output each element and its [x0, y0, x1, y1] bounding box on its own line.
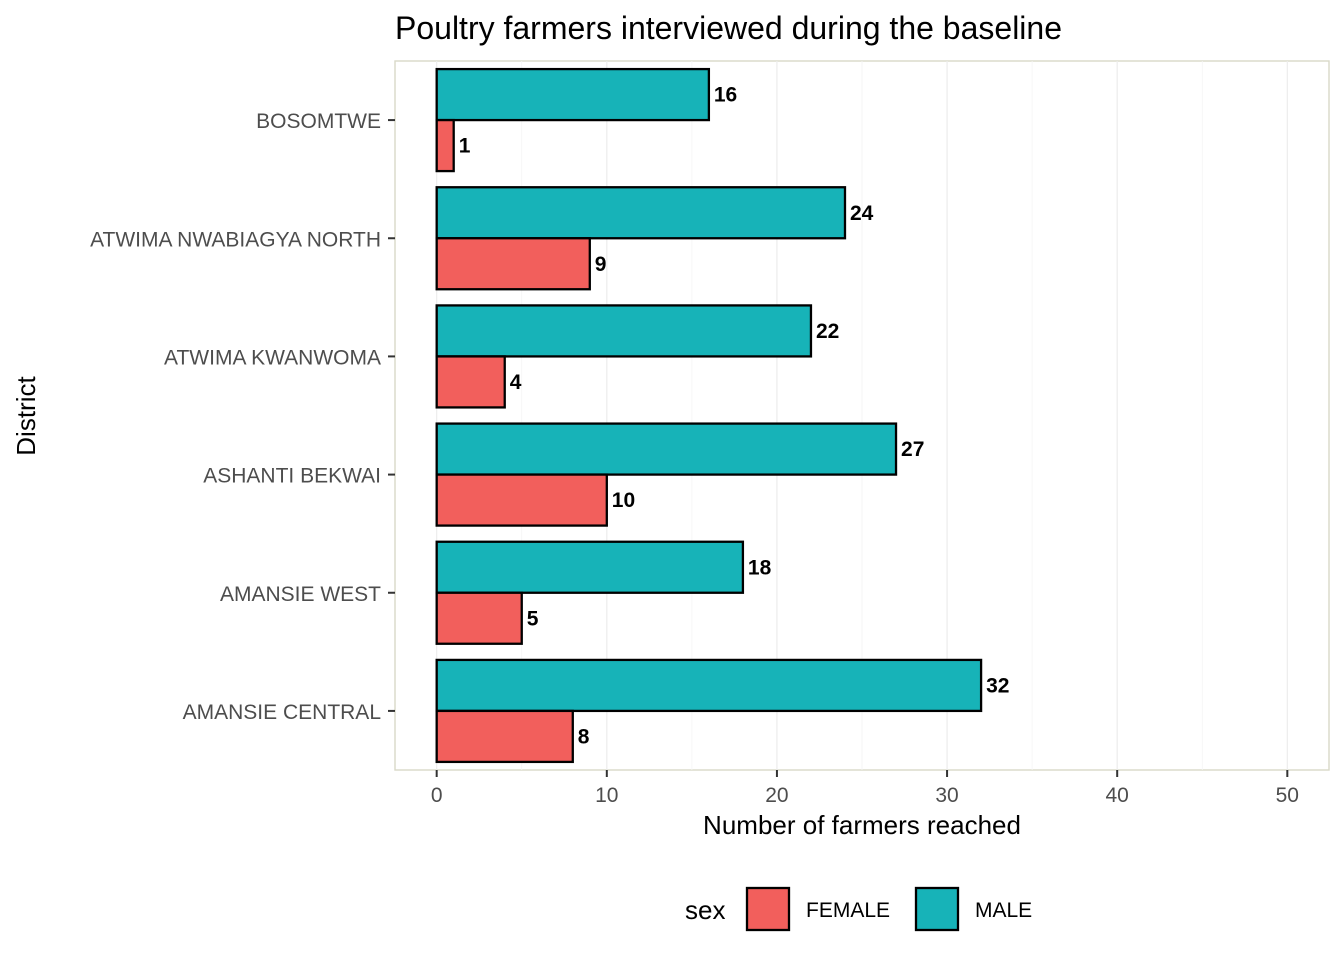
y-tick-label: BOSOMTWE [256, 110, 381, 133]
bar-male [435, 422, 898, 476]
x-tick-label: 30 [935, 784, 958, 807]
x-tick-label: 10 [595, 784, 618, 807]
bar-female [435, 237, 591, 291]
data-labels: 16 1 24 9 22 4 27 10 18 5 32 8 [459, 84, 1010, 749]
chart-title: Poultry farmers interviewed during the b… [395, 10, 1062, 46]
bar-female [435, 355, 506, 409]
x-tick-label: 20 [765, 784, 788, 807]
data-label: 10 [612, 489, 635, 512]
x-tick-label: 40 [1106, 784, 1129, 807]
bar-male [435, 304, 813, 358]
data-label: 16 [714, 84, 737, 107]
x-axis: 0 10 20 30 40 50 [431, 770, 1299, 807]
data-label: 1 [459, 135, 471, 158]
legend-key-female [745, 886, 791, 932]
bar-male [435, 186, 847, 240]
data-label: 4 [510, 371, 522, 394]
data-label: 27 [901, 438, 924, 461]
legend-label-male: MALE [975, 899, 1032, 922]
bar-female [435, 473, 608, 527]
legend-key-male [914, 886, 960, 932]
data-label: 18 [748, 556, 772, 579]
data-label: 24 [850, 202, 874, 225]
bar-male [435, 67, 711, 122]
grid-lines [436, 61, 1288, 770]
bar-female [435, 118, 455, 173]
y-tick-label: AMANSIE CENTRAL [183, 701, 381, 724]
legend: sex FEMALE MALE [685, 886, 1032, 932]
x-tick-label: 0 [431, 784, 443, 807]
legend-label-female: FEMALE [806, 899, 890, 922]
y-tick-label: ASHANTI BEKWAI [203, 465, 381, 488]
y-tick-label: AMANSIE WEST [220, 583, 381, 606]
data-label: 5 [527, 607, 539, 630]
y-axis-title: District [11, 376, 41, 456]
bars [435, 67, 983, 764]
x-tick-label: 50 [1276, 784, 1299, 807]
data-label: 22 [816, 320, 839, 343]
data-label: 8 [578, 725, 590, 748]
bar-male [435, 658, 983, 713]
bar-male [435, 540, 745, 594]
y-tick-label: ATWIMA NWABIAGYA NORTH [90, 228, 381, 251]
data-label: 32 [986, 674, 1009, 697]
legend-title: sex [685, 895, 725, 925]
x-axis-title: Number of farmers reached [703, 810, 1021, 840]
bar-female [435, 591, 523, 645]
y-axis: BOSOMTWE ATWIMA NWABIAGYA NORTH ATWIMA KWA… [90, 110, 395, 724]
bar-female [435, 709, 574, 764]
y-tick-label: ATWIMA KWANWOMA [164, 346, 381, 369]
data-label: 9 [595, 253, 607, 276]
